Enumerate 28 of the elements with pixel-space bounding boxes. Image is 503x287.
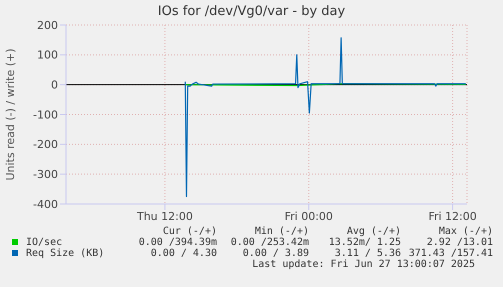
text: 2.92 /13.01 — [426, 237, 493, 248]
x-tick-label: Thu 12:00 — [136, 210, 193, 223]
y-tick-label: 0 — [51, 78, 58, 92]
y-tick-label: -400 — [33, 198, 58, 211]
text: 371.43 /157.41 — [408, 248, 493, 259]
y-tick-label: -100 — [33, 108, 58, 122]
text: 3.11 / 5.36 — [334, 248, 401, 259]
y-axis-title: Units read (-) / write (+) — [4, 48, 17, 181]
text: 0.00 / 4.30 — [150, 248, 217, 259]
text: 0.00 / 3.89 — [242, 248, 309, 259]
y-tick-label: 100 — [37, 48, 58, 62]
legend-label: IO/sec — [25, 237, 64, 248]
text: Max (-/+) — [438, 226, 493, 237]
text: 0.00 /253.42m — [230, 237, 309, 248]
y-tick-label: 200 — [37, 18, 58, 32]
x-tick-label: Fri 12:00 — [428, 210, 477, 223]
text: Cur (-/+) — [162, 226, 217, 237]
text: Min (-/+) — [254, 226, 309, 237]
text: Last update: Fri Jun 27 13:00:07 2025 — [251, 259, 476, 270]
legend-label: Req Size (KB) — [25, 248, 106, 259]
text: 0.00 /394.39m — [138, 237, 217, 248]
chart-title: IOs for /dev/Vg0/var - by day — [156, 3, 346, 19]
x-tick-label: Fri 00:00 — [284, 210, 333, 223]
y-tick-label: -300 — [33, 168, 58, 182]
text: 13.52m/ 1.25 — [328, 237, 401, 248]
text: Avg (-/+) — [346, 226, 401, 237]
line-series — [184, 37, 466, 198]
y-tick-label: -200 — [33, 138, 58, 152]
